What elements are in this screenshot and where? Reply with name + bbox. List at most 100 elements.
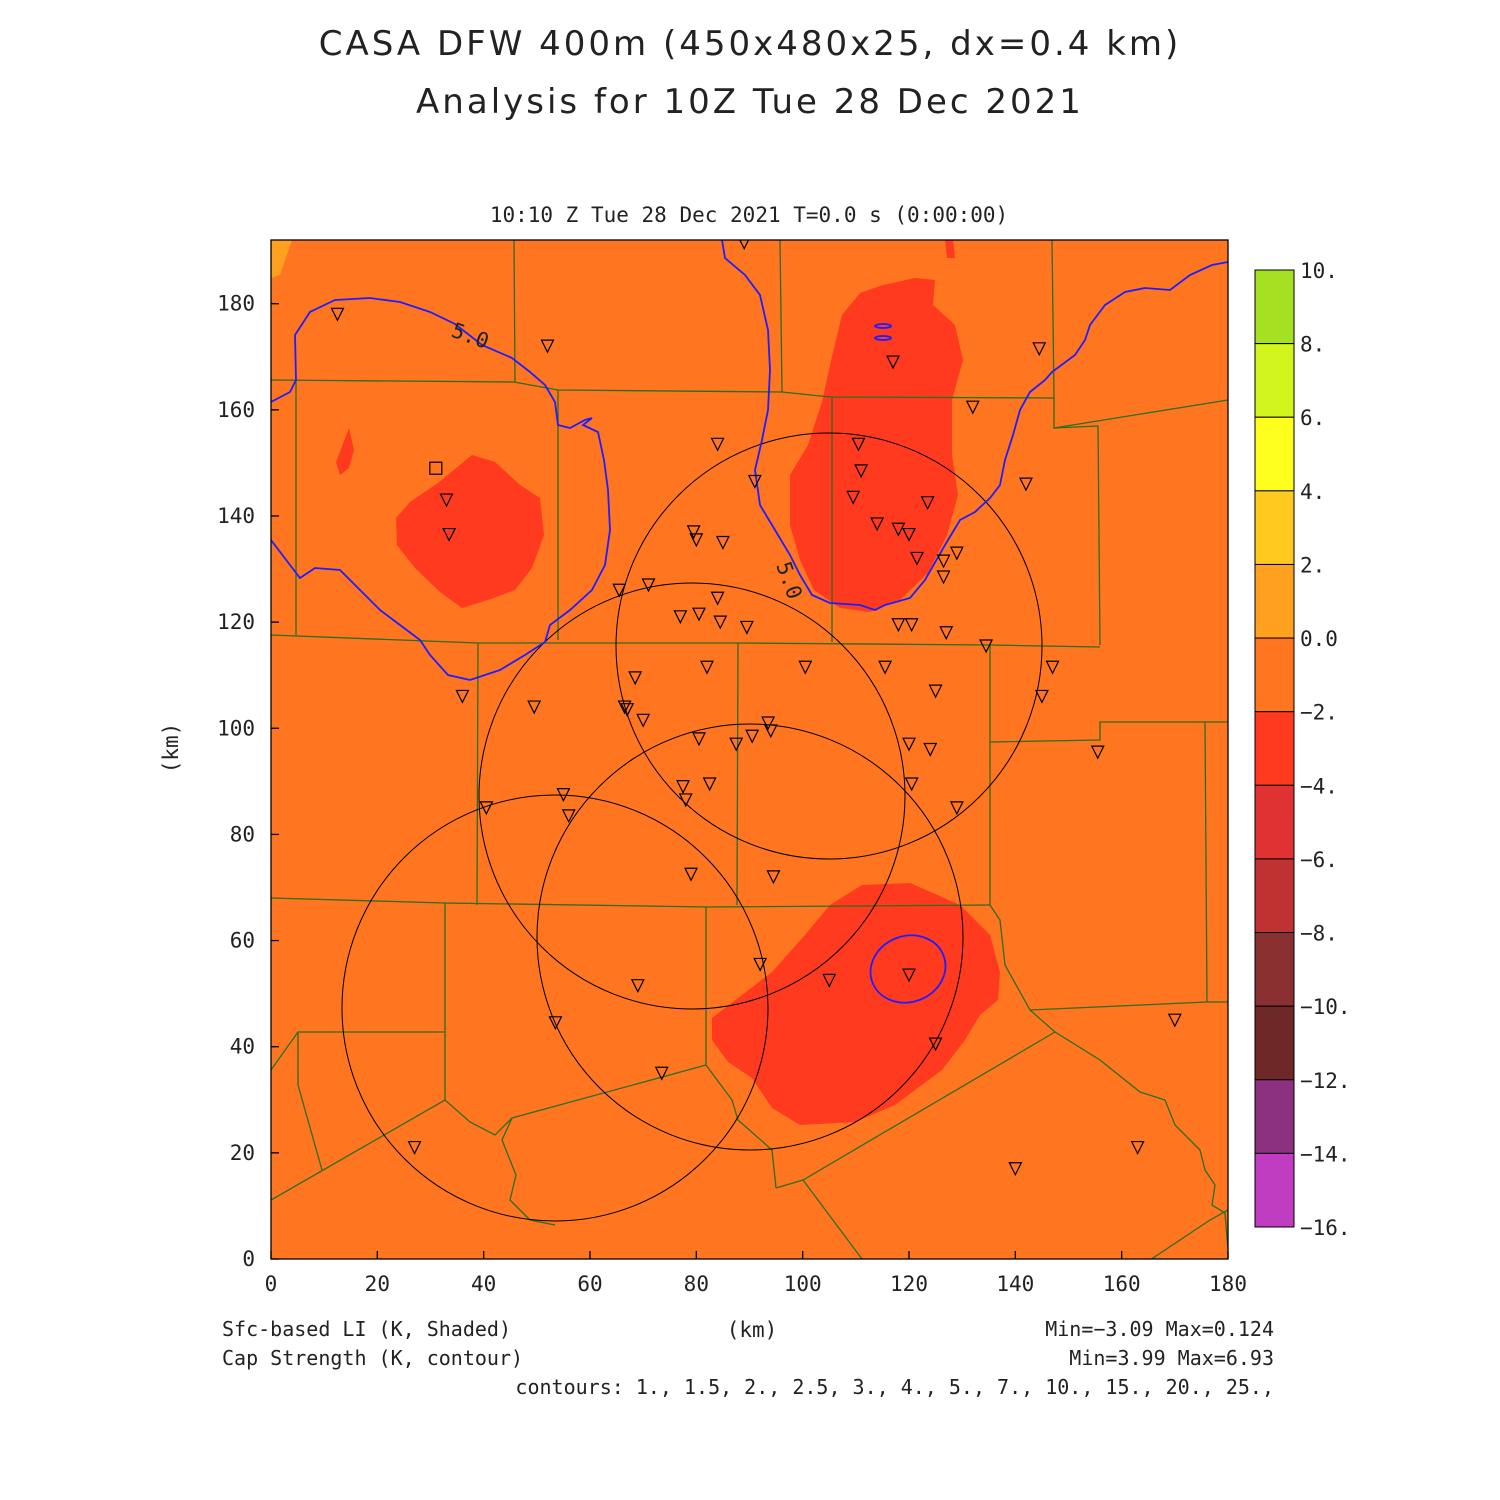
station-marker (673, 610, 688, 625)
station-marker (920, 496, 935, 511)
station-marker (684, 867, 698, 882)
chart-subtitle: Analysis for 10Z Tue 28 Dec 2021 (416, 82, 1084, 122)
station-marker (753, 957, 768, 972)
station-marker (527, 700, 542, 715)
footer-shaded-minmax: Min=−3.09 Max=0.124 (1045, 1317, 1274, 1341)
station-marker (965, 400, 980, 415)
station-marker (870, 517, 885, 532)
x-tick-label: 20 (365, 1272, 390, 1296)
y-axis-label: (km) (159, 723, 183, 774)
station-marker (928, 1037, 943, 1052)
station-marker (686, 525, 701, 540)
station-marker (617, 700, 632, 715)
colorbar-swatch (1254, 858, 1295, 934)
station-marker (936, 554, 951, 569)
chart-title: CASA DFW 400m (450x480x25, dx=0.4 km) (318, 24, 1182, 64)
x-tick-label: 160 (1103, 1272, 1141, 1296)
station-marker (710, 437, 725, 452)
colorbar-label: −6. (1300, 848, 1338, 872)
x-tick-label: 120 (890, 1272, 928, 1296)
station-marker (949, 546, 964, 561)
station-marker (692, 607, 706, 622)
y-tick-label: 60 (230, 929, 255, 953)
y-tick-label: 160 (217, 398, 255, 422)
colorbar-label: −2. (1300, 701, 1338, 725)
station-marker (1008, 1162, 1023, 1177)
range-ring-southwest (341, 794, 769, 1222)
y-tick-label: 40 (230, 1035, 255, 1059)
station-marker (904, 777, 919, 792)
station-marker (1018, 477, 1033, 492)
station-marker (729, 737, 744, 752)
y-tick-label: 140 (217, 504, 255, 528)
station-marker (902, 968, 916, 983)
station-marker (713, 615, 728, 630)
station-marker (928, 684, 943, 699)
colorbar-label: 10. (1300, 259, 1338, 283)
colorbar-swatch (1254, 343, 1295, 418)
station-marker (854, 464, 869, 479)
x-tick-label: 100 (784, 1272, 822, 1296)
station-marker (878, 660, 893, 675)
colorbar-swatch (1254, 637, 1295, 713)
station-marker (761, 716, 776, 731)
footer-contour-field: Cap Strength (K, contour) (222, 1346, 524, 1370)
station-marker (891, 618, 906, 633)
li-region-west (396, 455, 544, 608)
station-marker (1045, 660, 1060, 675)
colorbar-label: 6. (1300, 406, 1325, 430)
station-marker (630, 979, 645, 994)
station-marker (846, 490, 861, 505)
station-marker (747, 474, 762, 489)
station-marker (692, 732, 706, 747)
colorbar-swatch (1254, 563, 1295, 639)
station-marker (442, 527, 457, 542)
y-tick-label: 100 (217, 716, 255, 740)
station-markers (330, 240, 1182, 1177)
y-tick-label: 120 (217, 610, 255, 634)
station-marker (910, 551, 924, 566)
colorbar: 10. 8. 6. 4. 2. 0.0 −2. −4. −6. −8. −10. −12. −14. −1… (1254, 259, 1351, 1240)
station-marker (1130, 1140, 1145, 1155)
station-marker (739, 620, 754, 635)
station-marker (979, 639, 994, 654)
range-ring-north (615, 432, 1043, 860)
station-marker (1167, 1013, 1182, 1028)
county-boundaries (271, 240, 1228, 1259)
station-marker (407, 1140, 422, 1155)
colorbar-swatch (1254, 1079, 1295, 1154)
colorbar-swatch (1254, 1152, 1295, 1228)
shaded-field-layer (271, 240, 1228, 1259)
footer-contour-minmax: Min=3.99 Max=6.93 (1069, 1346, 1274, 1370)
x-tick-label: 60 (577, 1272, 602, 1296)
station-marker (1032, 342, 1047, 357)
colorbar-label: −10. (1300, 995, 1351, 1019)
station-marker (676, 780, 691, 794)
station-marker (939, 626, 954, 641)
li-region-north (790, 278, 963, 612)
station-marker (745, 729, 760, 744)
station-marker (636, 713, 651, 728)
field-background (271, 240, 1228, 1259)
station-marker (561, 809, 576, 824)
cap-strength-contours (271, 240, 1228, 1004)
station-marker (455, 689, 470, 704)
station-marker (654, 1066, 669, 1081)
x-tick-label: 140 (996, 1272, 1034, 1296)
x-axis-label: (km) (727, 1318, 778, 1342)
colorbar-swatch (1254, 416, 1295, 492)
contour-small-north-a (874, 323, 892, 329)
x-tick-label: 80 (684, 1272, 709, 1296)
y-tick-label: 20 (230, 1141, 255, 1165)
colorbar-swatch (1254, 269, 1295, 345)
colorbar-swatch (1254, 490, 1295, 565)
station-marker (822, 973, 837, 988)
x-tick-label: 0 (265, 1272, 278, 1296)
radar-range-rings (341, 432, 1043, 1222)
station-marker (763, 724, 778, 739)
station-marker (702, 777, 717, 792)
contour-5-north (721, 240, 1228, 611)
station-marker (851, 437, 866, 452)
colorbar-swatch (1254, 932, 1295, 1007)
